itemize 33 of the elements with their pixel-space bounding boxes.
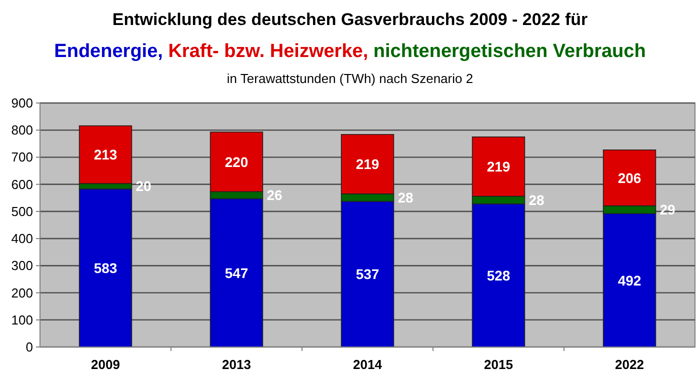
data-label: 547 [224,264,248,281]
x-tick-label: 2022 [615,357,644,372]
y-tick-label: 200 [11,285,33,300]
text: Endenergie, [54,41,168,62]
y-tick-label: 400 [11,231,33,246]
y-tick-label: 800 [11,122,33,138]
text: Kraft- bzw. Heizwerke, [168,41,374,62]
data-label: 206 [618,170,642,186]
y-tick-label: 0 [26,340,33,354]
chart-subtitle: in Terawattstunden (TWh) nach Szenario 2 [226,71,474,86]
data-label: 492 [618,272,642,288]
data-label: 219 [356,156,380,172]
x-tick-label: 2013 [222,357,251,372]
y-tick-label: 700 [11,150,33,165]
y-tick-label: 600 [11,176,33,192]
y-tick-label: 300 [11,258,33,274]
data-label: 528 [486,267,510,284]
y-tick-label: 900 [11,96,33,110]
data-label: 220 [224,154,248,170]
y-tick-label: 100 [11,312,33,328]
data-label: 28 [398,190,414,206]
y-tick-label: 500 [11,204,33,219]
data-label: 28 [528,192,544,208]
x-tick-label: 2014 [353,357,383,372]
x-tick-label: 2009 [91,357,120,372]
data-label: 26 [266,187,282,204]
data-label: 537 [356,266,380,282]
chart-title: Entwicklung des deutschen Gasverbrauchs 2009 - 2022 für [112,10,588,29]
data-label: 219 [486,158,510,175]
data-label: 213 [94,146,118,163]
x-tick-label: 2015 [484,357,513,372]
text: nichtenergetischen Verbrauch [373,41,646,62]
data-label: 583 [94,260,118,276]
